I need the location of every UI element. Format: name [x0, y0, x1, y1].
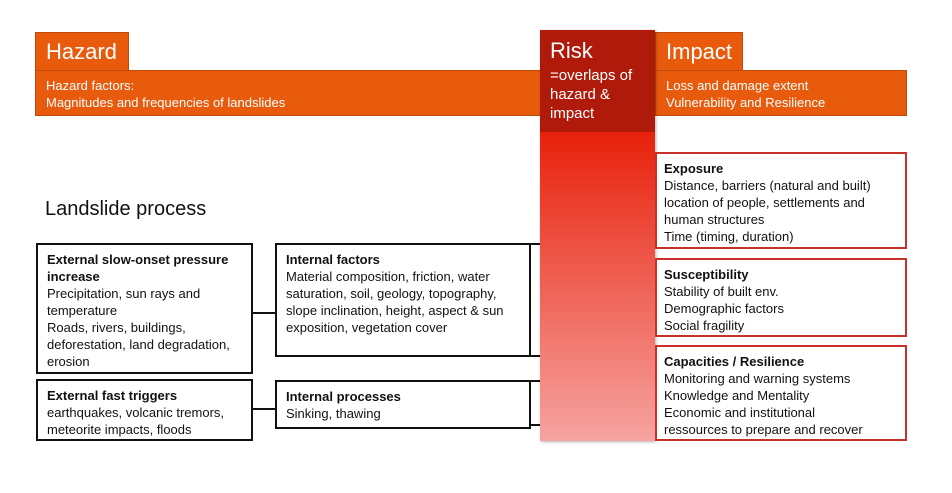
impact-line: Vulnerability and Resilience	[666, 95, 826, 110]
connector	[252, 312, 275, 314]
box-line: Economic and institutional	[664, 405, 816, 420]
box-line: Time (timing, duration)	[664, 229, 794, 244]
box-title: External slow-onset pressure increase	[47, 252, 229, 284]
impact-tab: Impact	[655, 32, 743, 71]
risk-column: Risk =overlaps of hazard & impact	[540, 30, 655, 441]
impact-bar: Loss and damage extent Vulnerability and…	[655, 70, 907, 116]
box-line: Monitoring and warning systems	[664, 371, 851, 386]
box-line: Sinking, thawing	[286, 406, 381, 421]
box-line: Distance, barriers (natural and built)	[664, 178, 871, 193]
box-line: Social fragility	[664, 318, 745, 333]
internal-processes-box: Internal processes Sinking, thawing	[275, 380, 531, 429]
box-line: Stability of built env.	[664, 284, 779, 299]
connector	[530, 243, 542, 245]
external-fast-triggers-box: External fast triggers earthquakes, volc…	[36, 379, 253, 441]
hazard-title: Hazard	[46, 39, 117, 64]
box-line: ressources to prepare and recover	[664, 422, 863, 437]
connector	[530, 380, 542, 382]
risk-title: Risk	[550, 38, 593, 63]
box-line: Demographic factors	[664, 301, 784, 316]
box-line: Roads, rivers, buildings, deforestation,…	[47, 320, 230, 369]
hazard-tab: Hazard	[35, 32, 129, 71]
box-line: location of people, settlements and huma…	[664, 195, 865, 227]
impact-title: Impact	[666, 39, 733, 64]
hazard-line: Hazard factors:	[46, 78, 135, 93]
box-line: Precipitation, sun rays and temperature	[47, 286, 201, 318]
box-line: Material composition, friction, water sa…	[286, 269, 504, 335]
box-title: Susceptibility	[664, 267, 749, 282]
connector	[530, 355, 542, 357]
box-title: External fast triggers	[47, 388, 178, 403]
connector	[530, 424, 542, 426]
hazard-bar: Hazard factors: Magnitudes and frequenci…	[35, 70, 541, 116]
capacities-resilience-box: Capacities / Resilience Monitoring and w…	[655, 345, 907, 441]
impact-line: Loss and damage extent	[666, 78, 809, 93]
risk-line: hazard &	[550, 86, 611, 103]
box-title: Internal factors	[286, 252, 380, 267]
box-line: Knowledge and Mentality	[664, 388, 810, 403]
hazard-line: Magnitudes and frequencies of landslides	[46, 95, 286, 110]
risk-line: impact	[550, 105, 595, 122]
box-line: earthquakes, volcanic tremors, meteorite…	[47, 405, 225, 437]
internal-factors-box: Internal factors Material composition, f…	[275, 243, 531, 357]
landslide-process-title: Landslide process	[45, 198, 207, 220]
exposure-box: Exposure Distance, barriers (natural and…	[655, 152, 907, 249]
box-title: Internal processes	[286, 389, 401, 404]
external-slow-onset-box: External slow-onset pressure increase Pr…	[36, 243, 253, 374]
connector	[252, 408, 275, 410]
box-title: Capacities / Resilience	[664, 354, 805, 369]
risk-header: Risk =overlaps of hazard & impact	[540, 30, 655, 132]
box-title: Exposure	[664, 161, 724, 176]
susceptibility-box: Susceptibility Stability of built env. D…	[655, 258, 907, 337]
risk-line: =overlaps of	[550, 67, 633, 84]
